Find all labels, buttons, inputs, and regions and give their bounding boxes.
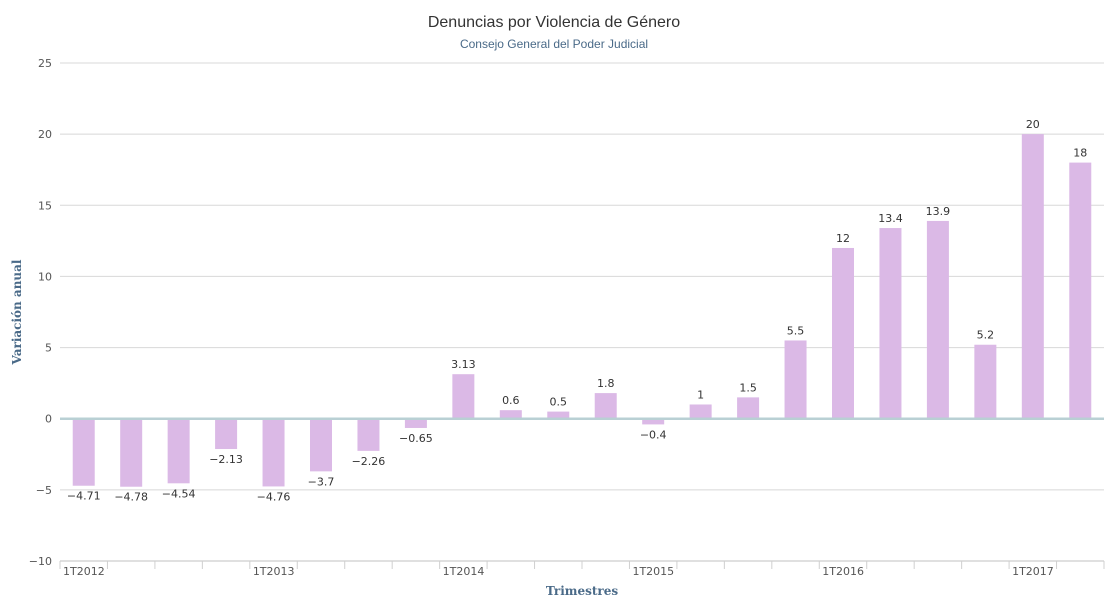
data-label: −4.78 [114,491,148,504]
data-label: 20 [1026,118,1040,131]
bar [737,397,760,419]
data-label: 3.13 [451,358,476,371]
bar [499,410,522,419]
bar [1021,134,1044,419]
bar [404,418,427,428]
y-axis-ticks: 25 20 15 10 5 0 −5 −10 [29,57,52,568]
x-axis: 1T2012 1T2013 1T2014 1T2015 1T2016 1T2017 [59,560,1105,578]
bar [262,418,285,487]
x-tick-label: 1T2015 [632,565,674,578]
data-label: 5.2 [977,329,995,342]
y-tick-label: −10 [29,555,52,568]
data-label: 0.5 [550,396,568,409]
x-tick-label: 1T2012 [63,565,105,578]
bar [215,418,238,450]
data-label: 0.6 [502,394,520,407]
y-tick-label: 25 [38,57,52,70]
y-axis-title: Variación anual [10,259,24,365]
data-label: −4.76 [257,490,291,503]
bar [926,220,949,419]
bar [689,404,712,419]
chart-subtitle: Consejo General del Poder Judicial [460,37,648,51]
bar [1069,162,1092,419]
bar [310,418,332,472]
bar [357,418,380,451]
data-label: −2.13 [209,453,243,466]
data-label: −0.4 [640,428,667,441]
bar [974,344,997,419]
data-label: −4.54 [162,487,196,500]
data-label: 1.5 [739,381,757,394]
data-label: 13.4 [878,212,903,225]
data-label: −4.71 [67,490,101,503]
data-label: 5.5 [787,324,805,337]
data-label: −3.7 [308,475,335,488]
bar [167,418,190,484]
data-labels: −4.71 −4.78 −4.54 −2.13 −4.76 −3.7 −2.26 −0.65 3… [67,118,1087,504]
bars [72,134,1092,487]
bar [72,418,95,486]
x-tick-label: 1T2014 [443,565,485,578]
x-tick-label: 1T2017 [1012,565,1054,578]
data-label: 1 [697,388,704,401]
data-label: 18 [1073,147,1087,160]
x-axis-title: Trimestres [546,584,619,598]
data-label: −2.26 [352,455,386,468]
bar [594,393,617,419]
bar [879,228,902,419]
bar [642,418,665,425]
y-tick-label: 10 [38,270,52,283]
data-label: 12 [836,232,850,245]
y-tick-label: 15 [38,199,52,212]
chart-title: Denuncias por Violencia de Género [428,14,680,31]
data-label: 1.8 [597,377,615,390]
y-tick-label: 5 [45,342,52,355]
bar [547,411,570,419]
bar [832,247,854,419]
y-tick-label: 0 [45,413,52,426]
x-tick-label: 1T2016 [822,565,864,578]
bar [452,374,475,419]
x-tick-label: 1T2013 [253,565,295,578]
y-tick-label: 20 [38,128,52,141]
data-label: 13.9 [926,205,951,218]
y-tick-label: −5 [36,484,52,497]
data-label: −0.65 [399,432,433,445]
bar [120,418,143,487]
bar [784,340,807,419]
